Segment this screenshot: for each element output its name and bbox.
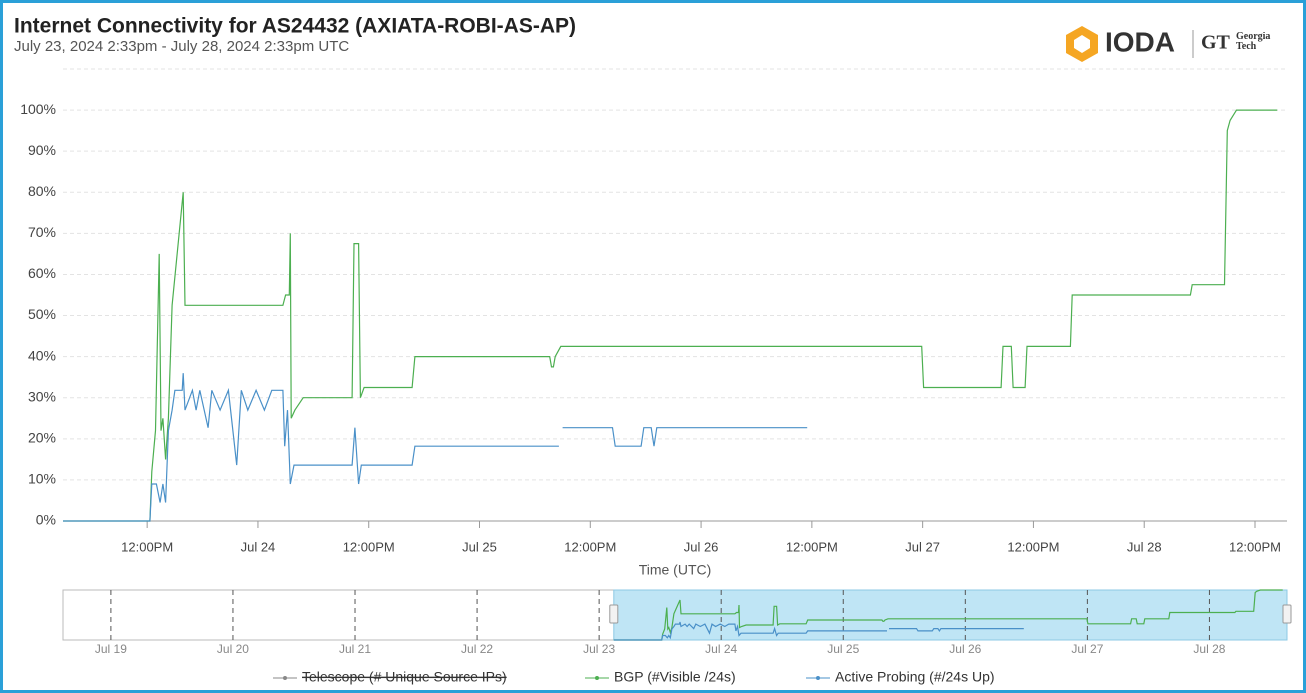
y-tick-label: 80% xyxy=(28,183,56,199)
logo-name: IODA xyxy=(1105,26,1175,57)
y-tick-label: 70% xyxy=(28,224,56,240)
navigator-tick-label: Jul 25 xyxy=(827,642,859,656)
x-tick-label: 12:00PM xyxy=(121,539,173,554)
legend-dot xyxy=(283,676,287,680)
x-tick-label: 12:00PM xyxy=(564,539,616,554)
series-line xyxy=(63,373,808,522)
x-tick-label: 12:00PM xyxy=(1007,539,1059,554)
series-line xyxy=(63,109,1278,522)
x-tick-label: 12:00PM xyxy=(786,539,838,554)
legend-entry[interactable]: Active Probing (#/24s Up) xyxy=(835,669,995,685)
navigator-handle xyxy=(609,604,619,624)
chart-title: Internet Connectivity for AS24432 (AXIAT… xyxy=(14,15,576,38)
y-tick-label: 90% xyxy=(28,142,56,158)
navigator-tick-label: Jul 28 xyxy=(1193,642,1225,656)
logo-partner: Georgia Tech xyxy=(1236,32,1271,52)
chart-subtitle: July 23, 2024 2:33pm - July 28, 2024 2:3… xyxy=(14,38,349,55)
logo-partner-mark: GT xyxy=(1201,32,1231,54)
y-tick-label: 50% xyxy=(28,306,56,322)
navigator-selection xyxy=(613,589,1288,641)
y-tick-label: 40% xyxy=(28,347,56,363)
x-axis-title: Time (UTC) xyxy=(639,562,712,578)
x-tick-label: 12:00PM xyxy=(1229,539,1281,554)
navigator-line xyxy=(613,621,1024,641)
legend-dot xyxy=(816,676,820,680)
navigator-tick-label: Jul 22 xyxy=(461,642,493,656)
logo: IODA GT Georgia Tech xyxy=(1066,26,1271,62)
x-tick-label: Jul 25 xyxy=(462,539,497,554)
y-tick-label: 10% xyxy=(28,471,56,487)
logo-partner-box: Georgia Tech xyxy=(1236,32,1271,52)
navigator-tick-label: Jul 27 xyxy=(1071,642,1103,656)
y-tick-label: 30% xyxy=(28,388,56,404)
x-tick-label: Jul 24 xyxy=(241,539,276,554)
logo-icon-inner xyxy=(1074,35,1090,53)
y-tick-label: 20% xyxy=(28,430,56,446)
navigator-tick-label: Jul 21 xyxy=(339,642,371,656)
navigator-tick-label: Jul 26 xyxy=(949,642,981,656)
y-tick-label: 100% xyxy=(20,101,56,117)
legend-entry[interactable]: Telescope (# Unique Source IPs) xyxy=(302,669,507,685)
navigator-handle xyxy=(1282,604,1292,624)
navigator-tick-label: Jul 24 xyxy=(705,642,737,656)
x-tick-label: Jul 28 xyxy=(1127,539,1162,554)
legend-dot xyxy=(595,676,599,680)
x-tick-label: 12:00PM xyxy=(343,539,395,554)
navigator-tick-label: Jul 20 xyxy=(217,642,249,656)
x-tick-label: Jul 26 xyxy=(684,539,719,554)
navigator-line xyxy=(613,589,1283,641)
navigator-tick-label: Jul 19 xyxy=(95,642,127,656)
legend-entry[interactable]: BGP (#Visible /24s) xyxy=(614,669,736,685)
x-tick-label: Jul 27 xyxy=(905,539,940,554)
y-tick-label: 60% xyxy=(28,265,56,281)
y-tick-label: 0% xyxy=(36,512,56,528)
navigator-tick-label: Jul 23 xyxy=(583,642,615,656)
